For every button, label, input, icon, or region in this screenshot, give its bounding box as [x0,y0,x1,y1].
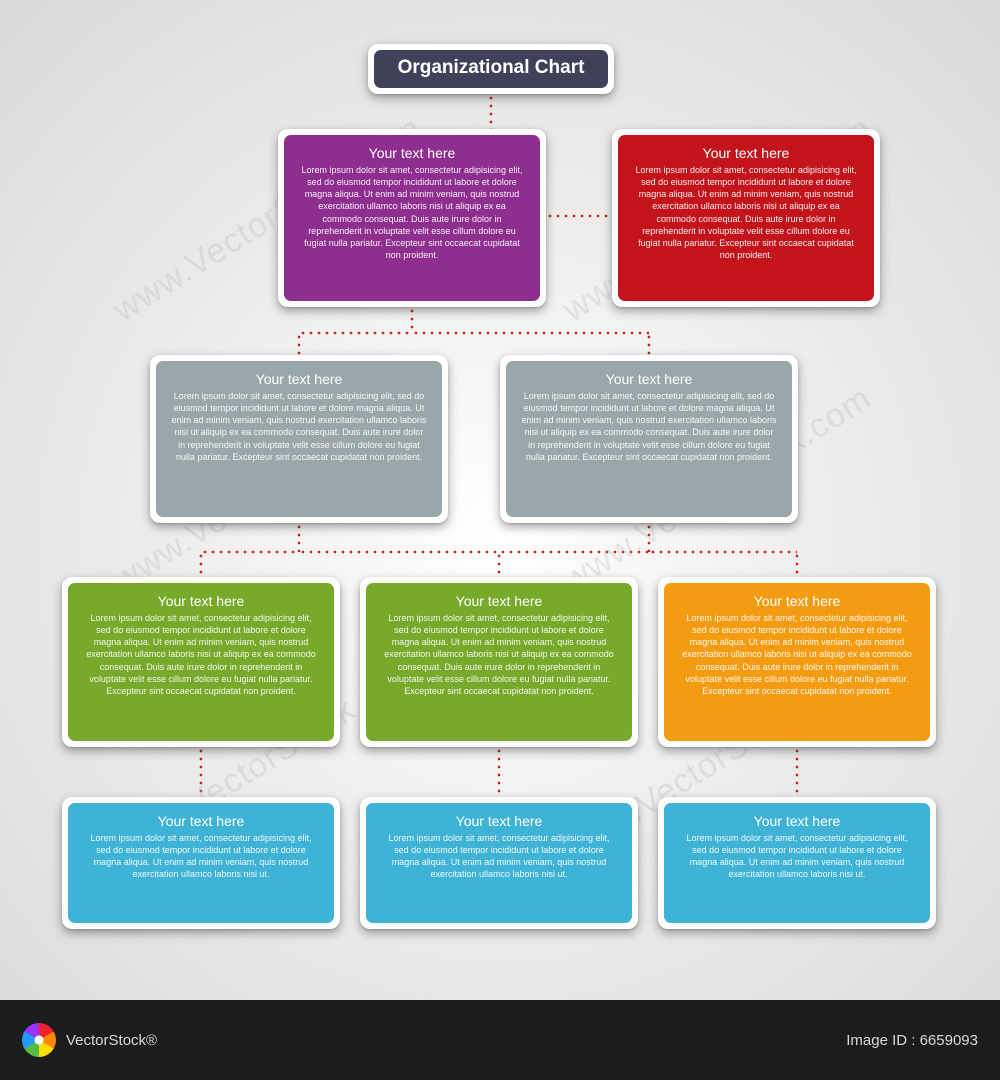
connector-segment [488,94,494,129]
connector-segment [794,552,800,577]
title-text: Organizational Chart [398,57,585,79]
node-body: Lorem ipsum dolor sit amet, consectetur … [520,390,778,463]
node-header: Your text here [678,813,916,829]
node-header: Your text here [380,593,618,609]
connector-segment [646,523,652,552]
connector-segment [296,333,302,355]
node-n2: Your text here Lorem ipsum dolor sit amet… [612,129,880,307]
node-body: Lorem ipsum dolor sit amet, consectetur … [298,164,526,261]
title-card: Organizational Chart [368,44,614,94]
node-n10: Your text here Lorem ipsum dolor sit amet… [658,797,936,929]
node-header: Your text here [380,813,618,829]
connector-segment [646,333,652,355]
brand-name: VectorStock® [66,1032,157,1049]
node-header: Your text here [520,371,778,387]
node-body: Lorem ipsum dolor sit amet, consectetur … [678,832,916,881]
node-header: Your text here [82,813,320,829]
node-body: Lorem ipsum dolor sit amet, consectetur … [678,612,916,697]
node-body: Lorem ipsum dolor sit amet, consectetur … [82,612,320,697]
image-id: Image ID : 6659093 [846,1032,978,1049]
brand-logo-icon [22,1023,56,1057]
node-body: Lorem ipsum dolor sit amet, consectetur … [380,832,618,881]
node-header: Your text here [298,145,526,161]
node-body: Lorem ipsum dolor sit amet, consectetur … [82,832,320,881]
node-n9: Your text here Lorem ipsum dolor sit amet… [360,797,638,929]
connector-segment [198,552,204,577]
node-header: Your text here [678,593,916,609]
brand: VectorStock® [22,1023,157,1057]
node-body: Lorem ipsum dolor sit amet, consectetur … [170,390,428,463]
connector-segment [546,213,612,219]
footer-bar: VectorStock® Image ID : 6659093 [0,1000,1000,1080]
node-n7: Your text here Lorem ipsum dolor sit amet… [658,577,936,747]
connector-segment [496,747,502,797]
connector-segment [296,523,302,552]
connector-segment [794,747,800,797]
connector-segment [299,549,499,555]
connector-segment [198,747,204,797]
connector-segment [496,552,502,577]
node-n6: Your text here Lorem ipsum dolor sit amet… [360,577,638,747]
node-header: Your text here [632,145,860,161]
node-n1: Your text here Lorem ipsum dolor sit amet… [278,129,546,307]
connector-segment [499,549,649,555]
node-n4: Your text here Lorem ipsum dolor sit amet… [500,355,798,523]
node-n5: Your text here Lorem ipsum dolor sit amet… [62,577,340,747]
node-n3: Your text here Lorem ipsum dolor sit amet… [150,355,448,523]
node-header: Your text here [82,593,320,609]
org-chart-canvas: www.VectorStock.comwww.VectorStock.comww… [0,0,1000,1000]
node-header: Your text here [170,371,428,387]
connector-segment [412,330,649,336]
connector-segment [299,330,412,336]
node-body: Lorem ipsum dolor sit amet, consectetur … [632,164,860,261]
connector-segment [201,549,299,555]
node-n8: Your text here Lorem ipsum dolor sit amet… [62,797,340,929]
connector-segment [649,549,797,555]
node-body: Lorem ipsum dolor sit amet, consectetur … [380,612,618,697]
